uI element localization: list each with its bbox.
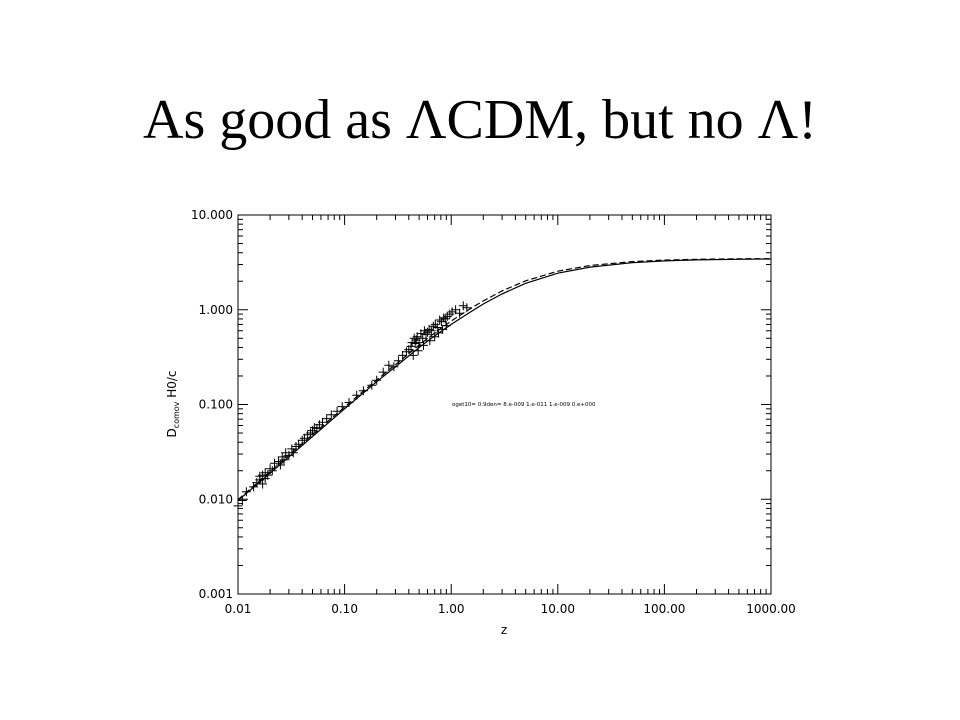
x-tick-label: 100.00 (643, 602, 685, 616)
data-point (352, 390, 362, 400)
data-point (237, 496, 247, 505)
data-point (430, 332, 440, 342)
annotation-text: oget10= 0.9den= 8.e-009 1.e-011 1.e-009 … (452, 402, 596, 408)
data-point (306, 428, 316, 438)
data-point (398, 350, 408, 360)
data-points (233, 301, 472, 511)
slide-title: As good as ΛCDM, but no Λ! (143, 89, 817, 151)
y-tick-label: 0.001 (199, 587, 233, 601)
data-point (408, 350, 418, 360)
data-point (445, 309, 455, 319)
data-point (389, 362, 399, 372)
data-point (287, 444, 297, 454)
y-axis-title-main: D (165, 428, 179, 437)
data-point (372, 375, 382, 385)
data-point (428, 321, 438, 331)
data-point (413, 346, 423, 356)
data-point (358, 386, 368, 396)
data-point (322, 414, 332, 424)
data-point (455, 308, 465, 318)
y-tick-label: 10.000 (191, 208, 233, 222)
data-point (462, 303, 472, 313)
x-axis-title: z (501, 623, 507, 637)
y-tick-label: 0.010 (199, 492, 233, 506)
y-axis-title: Dcomov H0/c (165, 370, 181, 437)
plot-frame (237, 214, 772, 595)
solid-model-line (237, 258, 772, 501)
data-point (332, 406, 342, 416)
y-axis-title-rest: H0/c (165, 370, 179, 401)
data-point (393, 356, 403, 366)
x-tick-label: 1.00 (438, 602, 465, 616)
data-point (241, 487, 251, 497)
data-point (421, 329, 431, 339)
data-point (378, 367, 388, 377)
x-tick-label: 1000.00 (746, 602, 796, 616)
data-point (297, 435, 307, 445)
data-point (270, 458, 279, 468)
data-point (294, 439, 304, 449)
data-point (367, 380, 377, 390)
data-point (432, 323, 442, 332)
data-point (337, 402, 347, 412)
y-axis-title-sub: comov (172, 401, 181, 428)
data-point (344, 398, 354, 407)
data-point (279, 455, 289, 465)
data-point (318, 417, 327, 427)
data-point (265, 464, 275, 474)
data-point (401, 347, 411, 357)
data-point (258, 479, 268, 489)
data-point (435, 315, 445, 325)
y-tick-label: 1.000 (199, 303, 233, 317)
x-tick-label: 10.00 (541, 602, 575, 616)
data-point (439, 313, 449, 323)
data-point (425, 336, 435, 346)
dashed-model-line (237, 258, 772, 501)
data-point (419, 340, 428, 350)
data-point (326, 410, 336, 420)
tick-labels: 0.01 0.10 1.00 10.00 100.00 1000.00 0.001 0.010… (191, 208, 796, 616)
x-tick-label: 0.01 (225, 602, 252, 616)
model-curves (237, 258, 772, 501)
data-point (275, 460, 285, 470)
data-point (263, 470, 273, 480)
data-point (384, 360, 394, 370)
axis-ticks (237, 215, 771, 595)
data-point (288, 448, 298, 458)
data-point (267, 466, 277, 476)
x-tick-label: 0.10 (331, 602, 358, 616)
data-point (426, 326, 436, 336)
data-point (438, 324, 448, 334)
y-tick-label: 0.100 (199, 398, 233, 412)
data-point (441, 321, 451, 331)
